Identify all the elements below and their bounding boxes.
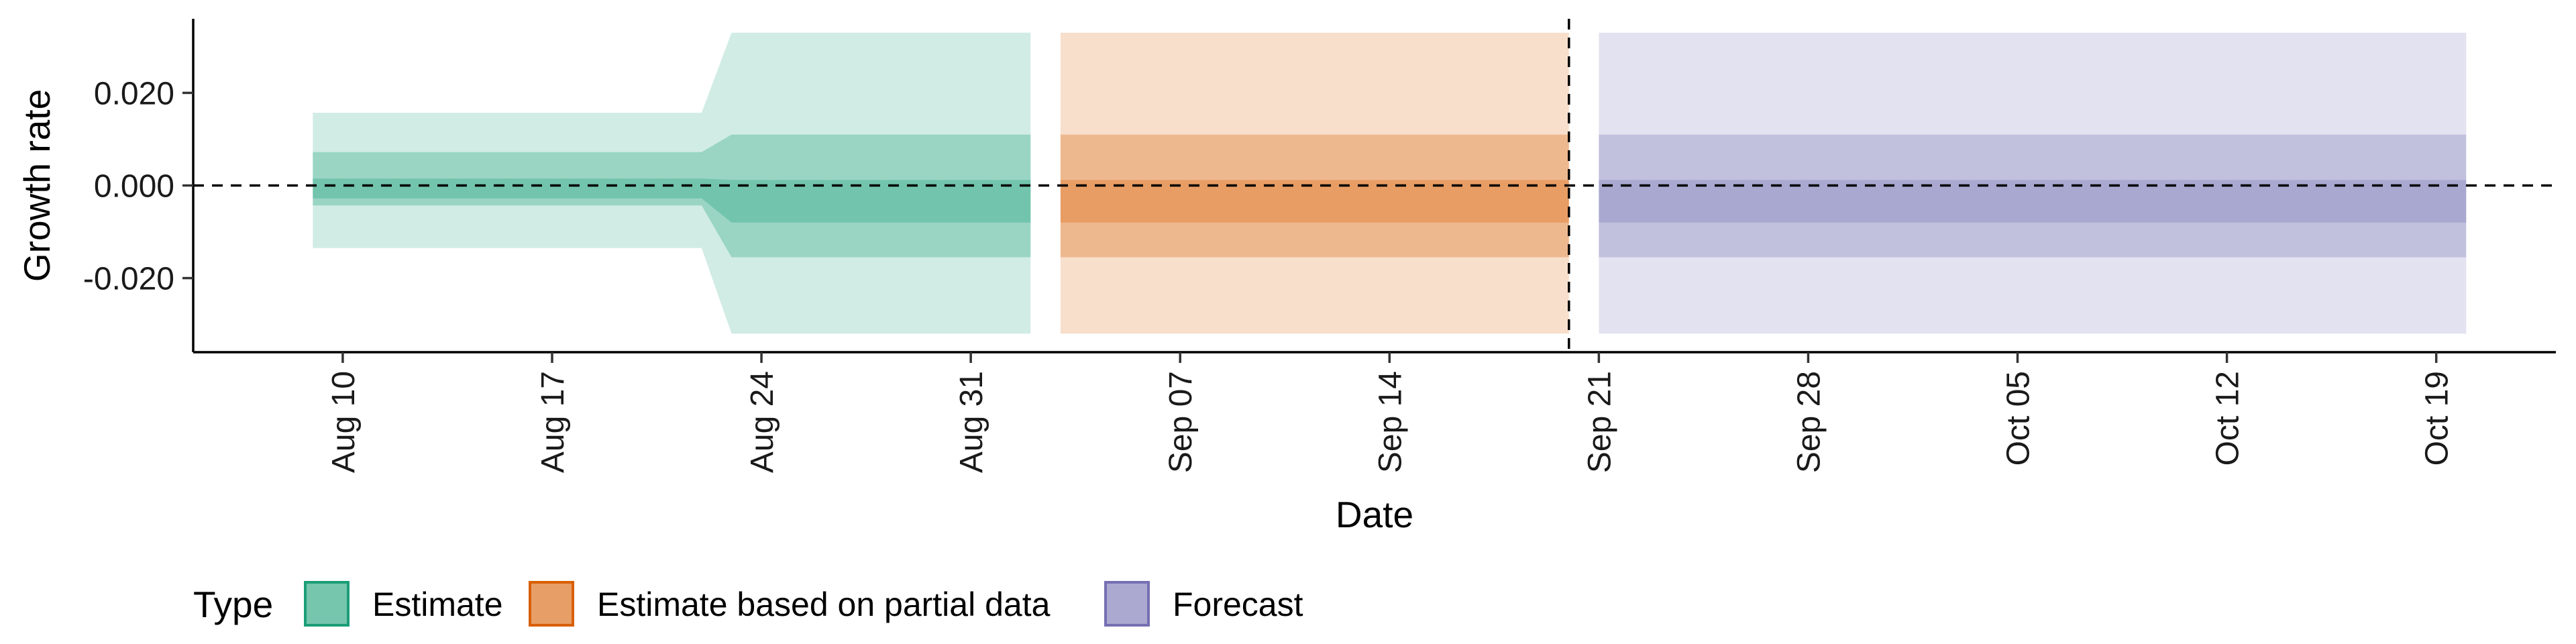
- y-tick-label: 0.020: [94, 76, 174, 111]
- x-axis-title: Date: [1336, 494, 1413, 535]
- ribbon-bands: [313, 32, 2467, 334]
- legend: Type Estimate Estimate based on partial d…: [193, 581, 1303, 627]
- x-tick-label: Aug 31: [954, 371, 989, 473]
- estimate-outer-band: [313, 32, 1031, 334]
- estimate-middle-band: [313, 134, 1031, 258]
- tick-labels: Aug 10 Aug 17 Aug 24 Aug 31 Sep 07 Sep 14 Sep …: [83, 76, 2455, 473]
- forecast-legend-label: Forecast: [1173, 586, 1303, 623]
- tick-marks: [182, 91, 2438, 363]
- estimate-based-on-partial-data-legend-label: Estimate based on partial data: [597, 586, 1051, 623]
- legend-title: Type: [193, 584, 273, 625]
- y-tick-label: -0.020: [83, 262, 174, 297]
- forecast-legend-swatch: [1104, 581, 1150, 627]
- forecast-outer-band: [1599, 32, 2467, 334]
- estimate-based-on-partial-data-legend-swatch: [529, 581, 574, 627]
- x-tick-label: Oct 19: [2420, 371, 2455, 466]
- x-tick-label: Oct 12: [2210, 371, 2246, 466]
- x-tick-label: Oct 05: [2001, 371, 2037, 466]
- forecast-middle-band: [1599, 134, 2467, 258]
- x-tick-label: Aug 17: [535, 371, 571, 473]
- x-tick-label: Sep 21: [1582, 371, 1617, 473]
- estimate-legend-label: Estimate: [372, 586, 503, 623]
- x-tick-label: Aug 24: [745, 371, 780, 473]
- forecast-inner-band: [1599, 180, 2467, 223]
- estimate-legend-swatch: [304, 581, 350, 627]
- x-tick-label: Sep 07: [1163, 371, 1199, 473]
- estimate-inner-band: [313, 178, 1031, 223]
- x-tick-label: Aug 10: [326, 371, 362, 473]
- x-tick-label: Sep 14: [1373, 371, 1408, 473]
- x-tick-label: Sep 28: [1791, 371, 1827, 473]
- estimate-based-on-partial-data-inner-band: [1060, 180, 1569, 223]
- estimate-based-on-partial-data-middle-band: [1060, 134, 1569, 258]
- y-tick-label: 0.000: [94, 169, 174, 205]
- estimate-based-on-partial-data-outer-band: [1060, 32, 1569, 334]
- y-axis-title: Growth rate: [16, 89, 58, 282]
